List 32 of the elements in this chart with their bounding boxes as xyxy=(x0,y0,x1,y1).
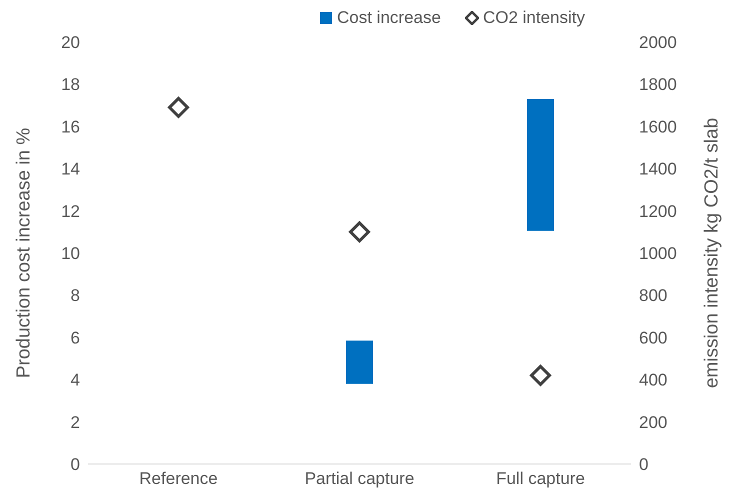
y-tick-label: 2 xyxy=(70,412,80,432)
y-tick-label: 12 xyxy=(61,202,80,221)
y2-tick-label: 1800 xyxy=(639,75,677,94)
y2-tick-label: 800 xyxy=(639,286,668,306)
y2-axis-title: emission intensity kg CO2/t slab xyxy=(702,118,723,388)
x-tick-label: Full capture xyxy=(496,469,585,488)
y2-tick-label: 1000 xyxy=(639,244,677,264)
y-axis-title: Production cost increase in % xyxy=(14,128,35,378)
y-tick-label: 14 xyxy=(61,160,80,179)
y-tick-label: 8 xyxy=(70,286,80,306)
y-tick-label: 20 xyxy=(61,33,80,52)
y-tick-label: 6 xyxy=(70,328,80,348)
point xyxy=(168,96,189,118)
y-tick-label: 10 xyxy=(61,244,80,264)
y2-tick-label: 200 xyxy=(639,412,668,432)
x-tick-label: Reference xyxy=(139,469,218,488)
y-tick-label: 0 xyxy=(70,455,80,474)
y2-tick-label: 1400 xyxy=(639,160,677,179)
y2-tick-label: 1200 xyxy=(639,202,677,221)
y2-tick-label: 0 xyxy=(639,455,648,474)
y-tick-label: 16 xyxy=(61,117,80,136)
y2-tick-label: 2000 xyxy=(639,33,677,52)
y-tick-label: 4 xyxy=(70,370,80,390)
point xyxy=(349,221,370,242)
y2-tick-label: 600 xyxy=(639,328,668,348)
y-tick-label: 18 xyxy=(61,75,80,94)
y2-tick-label: 400 xyxy=(639,370,668,390)
x-tick-label: Partial capture xyxy=(304,469,414,488)
point xyxy=(530,364,551,386)
legend-label: CO2 intensity xyxy=(482,8,585,28)
y2-tick-label: 1600 xyxy=(639,117,677,136)
legend-label: Cost increase xyxy=(337,8,441,28)
